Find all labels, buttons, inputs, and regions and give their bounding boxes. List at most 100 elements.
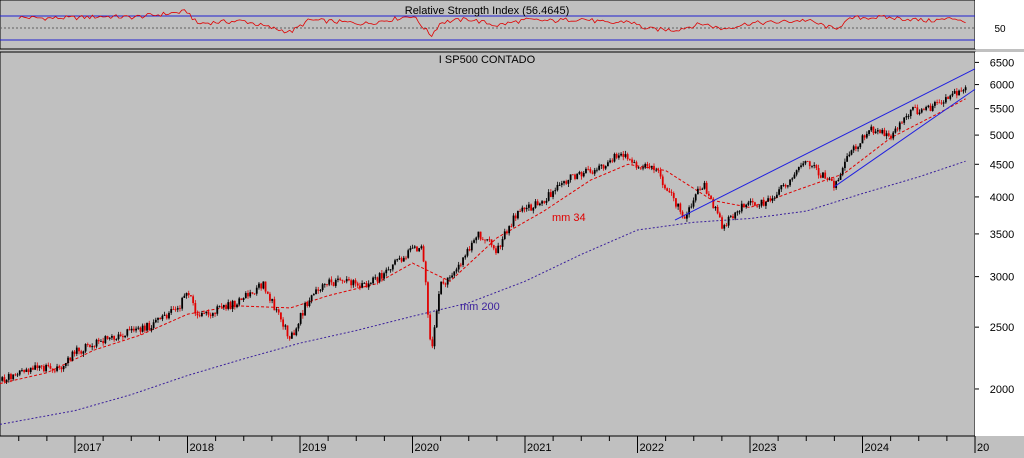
candle-body [631, 159, 633, 163]
candle-body [936, 102, 938, 103]
x-tick-label: 2019 [302, 442, 326, 453]
candle-body [106, 336, 109, 339]
candle-body [284, 325, 287, 327]
candle-body [532, 207, 535, 211]
candle-body [492, 245, 495, 249]
candle-body [27, 369, 30, 373]
candle-body [510, 226, 513, 227]
candle-body [321, 284, 324, 291]
candle-body [525, 207, 528, 210]
candle-body [352, 280, 355, 286]
candle-body [622, 153, 625, 157]
candle-body [694, 194, 697, 201]
candle-body [661, 176, 664, 186]
candle-body [345, 279, 348, 282]
candle-body [280, 312, 282, 320]
candle-body [413, 246, 416, 248]
candle-body [293, 332, 295, 336]
candle-body [846, 156, 849, 162]
candle-body [848, 154, 851, 157]
candle-body [18, 370, 21, 375]
candle-body [762, 199, 765, 206]
candle-body [677, 203, 680, 207]
price-axis-panel [975, 52, 1024, 436]
candle-body [538, 203, 541, 206]
candle-body [363, 283, 366, 284]
candle-body [372, 277, 374, 284]
candle-body [446, 277, 449, 285]
candle-body [378, 273, 381, 282]
candle-body [113, 335, 116, 340]
candle-body [376, 277, 379, 282]
candle-body [707, 193, 710, 196]
y-tick-label: 2500 [990, 322, 1014, 334]
candle-body [710, 195, 712, 199]
candle-body [350, 280, 353, 286]
candle-body [269, 293, 271, 301]
candle-body [119, 334, 122, 337]
candle-body [484, 239, 486, 241]
candle-body [508, 226, 511, 234]
candle-body [949, 95, 952, 99]
candle-body [760, 199, 763, 206]
candle-body [870, 126, 873, 131]
candle-body [793, 174, 796, 179]
candle-body [738, 211, 741, 213]
candle-body [21, 370, 23, 371]
candle-body [10, 374, 12, 380]
candle-body [797, 166, 800, 171]
candle-body [712, 198, 715, 209]
candle-body [826, 178, 829, 180]
candle-body [1, 377, 4, 381]
candle-body [5, 379, 8, 382]
candle-body [124, 335, 126, 338]
candle-body [429, 314, 432, 340]
candle-body [12, 374, 15, 380]
candle-body [288, 336, 291, 339]
mm34-label: mm 34 [552, 212, 586, 224]
candle-body [824, 172, 827, 179]
candle-body [416, 246, 418, 252]
candle-body [580, 172, 583, 177]
x-tick-label: 2021 [527, 442, 551, 453]
candle-body [501, 238, 504, 247]
candle-body [527, 204, 530, 208]
candle-body [86, 344, 89, 345]
candle-body [734, 212, 737, 219]
candle-body [91, 346, 94, 348]
candle-body [457, 264, 460, 270]
candle-body [887, 133, 890, 136]
candle-body [740, 203, 743, 212]
price-title: I SP500 CONTADO [439, 54, 536, 66]
candle-body [925, 106, 928, 110]
candle-body [163, 314, 166, 316]
candle-body [411, 247, 414, 249]
candle-body [644, 164, 647, 168]
candle-body [574, 174, 576, 179]
candle-body [775, 194, 778, 198]
candle-body [521, 207, 524, 212]
candle-body [675, 198, 677, 207]
candle-body [391, 264, 394, 270]
candle-body [387, 269, 390, 271]
candle-body [883, 129, 886, 137]
candle-body [672, 193, 675, 199]
candle-body [591, 172, 594, 174]
candle-body [161, 315, 164, 320]
candle-body [718, 213, 721, 218]
candle-body [736, 211, 739, 213]
y-tick-label: 4500 [990, 159, 1014, 171]
candle-body [251, 292, 254, 294]
candle-body [650, 165, 653, 168]
candle-body [817, 168, 820, 176]
candle-body [905, 116, 908, 118]
candle-body [914, 107, 917, 108]
candle-body [758, 205, 761, 207]
candle-body [36, 365, 39, 369]
candle-body [459, 264, 462, 266]
candle-body [815, 165, 818, 169]
candle-body [890, 135, 892, 139]
candle-body [560, 183, 563, 185]
candle-body [339, 278, 342, 280]
candle-body [117, 334, 120, 340]
